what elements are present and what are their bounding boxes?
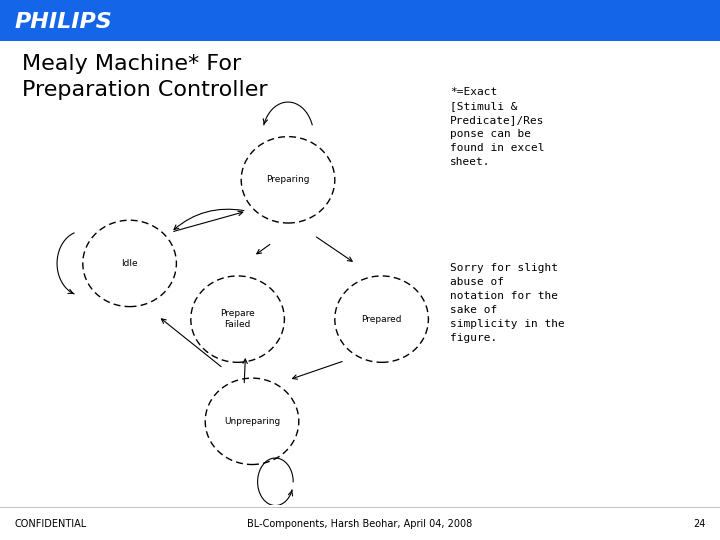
Text: PHILIPS: PHILIPS xyxy=(14,12,112,32)
Text: Sorry for slight
abuse of
notation for the
sake of
simplicity in the
figure.: Sorry for slight abuse of notation for t… xyxy=(450,264,564,343)
Text: Prepare
Failed: Prepare Failed xyxy=(220,309,255,329)
Text: Idle: Idle xyxy=(121,259,138,268)
Text: Prepared: Prepared xyxy=(361,315,402,323)
Text: CONFIDENTIAL: CONFIDENTIAL xyxy=(14,519,86,529)
Text: BL-Components, Harsh Beohar, April 04, 2008: BL-Components, Harsh Beohar, April 04, 2… xyxy=(248,519,472,529)
Text: Unpreparing: Unpreparing xyxy=(224,417,280,426)
Text: Preparing: Preparing xyxy=(266,176,310,184)
Text: *=Exact
[Stimuli &
Predicate]/Res
ponse can be
found in excel
sheet.: *=Exact [Stimuli & Predicate]/Res ponse … xyxy=(450,87,544,167)
Text: Mealy Machine* For
Preparation Controller: Mealy Machine* For Preparation Controlle… xyxy=(22,55,267,100)
Text: 24: 24 xyxy=(693,519,706,529)
